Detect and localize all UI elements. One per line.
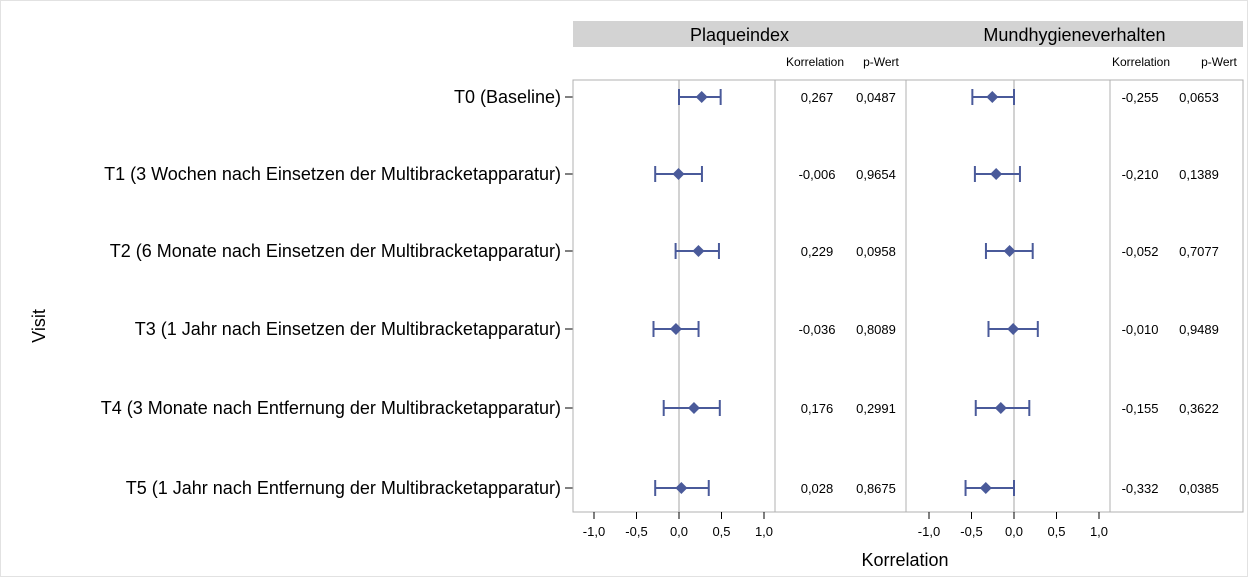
korrelation-value: -0,010 [1122,322,1159,337]
korrelation-value: -0,255 [1122,90,1159,105]
korrelation-value: -0,155 [1122,401,1159,416]
visit-label: T5 (1 Jahr nach Entfernung der Multibrac… [126,478,561,498]
p-wert-value: 0,0653 [1179,90,1219,105]
column-header-korrelation: Korrelation [1112,55,1170,69]
visit-label: T1 (3 Wochen nach Einsetzen der Multibra… [104,164,561,184]
x-tick-label: 0,5 [712,524,730,539]
estimate-marker [692,245,705,257]
visit-label: T0 (Baseline) [454,87,561,107]
korrelation-value: 0,267 [801,90,834,105]
plot-area: T0 (Baseline) T1 (3 Wochen nach Einsetzen… [101,21,1244,539]
panel-title: Mundhygieneverhalten [983,25,1165,45]
korrelation-value: 0,028 [801,481,834,496]
panel-header [573,21,906,47]
visit-label: T4 (3 Monate nach Entfernung der Multibr… [101,398,561,418]
estimate-marker [979,482,992,494]
column-header-korrelation: Korrelation [786,55,844,69]
estimate-marker [675,482,688,494]
visit-label: T3 (1 Jahr nach Einsetzen der Multibrack… [135,319,561,339]
korrelation-value: -0,210 [1122,167,1159,182]
estimate-marker [1007,323,1020,335]
korrelation-value: -0,332 [1122,481,1159,496]
korrelation-value: 0,176 [801,401,834,416]
p-wert-value: 0,2991 [856,401,896,416]
column-header-p-wert: p-Wert [863,55,899,69]
p-wert-value: 0,8675 [856,481,896,496]
estimate-marker [990,168,1003,180]
x-tick-label: -0,5 [625,524,647,539]
panel-header [906,21,1243,47]
p-wert-value: 0,3622 [1179,401,1219,416]
x-tick-label: -1,0 [918,524,940,539]
p-wert-value: 0,1389 [1179,167,1219,182]
korrelation-value: -0,052 [1122,244,1159,259]
estimate-marker [994,402,1007,414]
korrelation-value: -0,006 [799,167,836,182]
estimate-marker [669,323,682,335]
estimate-marker [1003,245,1016,257]
y-axis-title: Visit [29,309,49,343]
x-tick-label: 1,0 [755,524,773,539]
estimate-marker [986,91,999,103]
estimate-marker [695,91,708,103]
panel-title: Plaqueindex [690,25,789,45]
x-tick-label: -0,5 [960,524,982,539]
korrelation-value: 0,229 [801,244,834,259]
p-wert-value: 0,8089 [856,322,896,337]
korrelation-value: -0,036 [799,322,836,337]
p-wert-value: 0,0487 [856,90,896,105]
x-tick-label: -1,0 [583,524,605,539]
x-tick-label: 0,0 [670,524,688,539]
p-wert-value: 0,0958 [856,244,896,259]
panel-frame [905,79,1244,513]
x-tick-label: 0,0 [1005,524,1023,539]
column-header-p-wert: p-Wert [1201,55,1237,69]
estimate-marker [687,402,700,414]
x-tick-label: 1,0 [1090,524,1108,539]
p-wert-value: 0,0385 [1179,481,1219,496]
estimate-marker [672,168,685,180]
p-wert-value: 0,9489 [1179,322,1219,337]
p-wert-value: 0,9654 [856,167,896,182]
p-wert-value: 0,7077 [1179,244,1219,259]
x-axis-title: Korrelation [861,550,948,570]
visit-label: T2 (6 Monate nach Einsetzen der Multibra… [110,241,561,261]
x-tick-label: 0,5 [1047,524,1065,539]
